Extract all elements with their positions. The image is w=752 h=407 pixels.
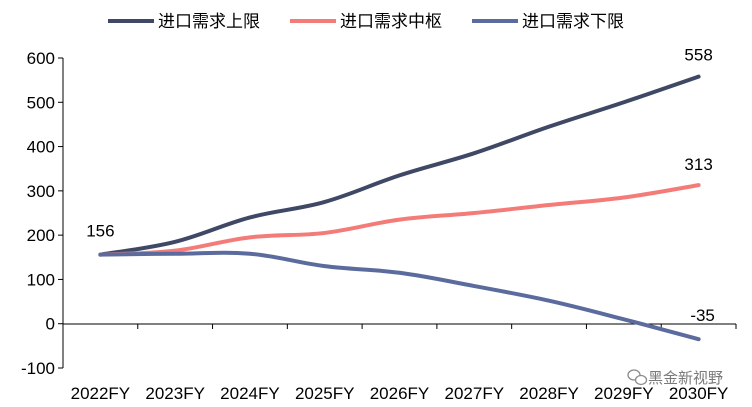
watermark-text: 黑金新视野 [648,369,723,387]
legend-label: 进口需求下限 [522,12,624,32]
y-tick-label: 400 [27,138,55,157]
x-tick-label: 2026FY [370,384,430,403]
y-tick-label: -100 [21,359,55,378]
series-layer [98,74,701,342]
y-tick-label: 100 [27,270,55,289]
x-tick-label: 2028FY [519,384,579,403]
legend-label: 进口需求中枢 [340,12,442,32]
data-label: 313 [684,155,712,174]
legend-item-1: 进口需求上限 [108,12,260,32]
x-tick-label: 2030FY [669,384,729,403]
watermark: 黑金新视野 [627,369,723,387]
data-label: -35 [690,306,715,325]
y-tick-label: 300 [27,182,55,201]
x-tick-label: 2023FY [145,384,205,403]
x-tick-label: 2024FY [220,384,280,403]
x-tick-label: 2029FY [594,384,654,403]
series-line-2 [98,183,701,257]
y-axis: -100 0 100 200 300 400 500 600 [21,49,64,378]
annotation-layer: 156 558 313 -35 [86,46,715,326]
y-tick-label: 200 [27,226,55,245]
data-label: 558 [684,46,712,65]
x-axis: 2022FY 2023FY 2024FY 2025FY 2026FY 2027FY 2028… [62,323,737,403]
data-label: 156 [86,222,114,241]
y-tick-label: 0 [46,315,55,334]
legend-label: 进口需求上限 [158,12,260,32]
y-tick-label: 600 [27,49,55,68]
legend: 进口需求上限 进口需求中枢 进口需求下限 [108,12,624,32]
x-tick-label: 2027FY [445,384,505,403]
y-tick-label: 500 [27,93,55,112]
series-line-3 [98,250,701,342]
wechat-icon [627,369,648,386]
legend-item-3: 进口需求下限 [472,12,624,32]
series-line-1 [98,74,701,257]
legend-item-2: 进口需求中枢 [290,12,442,32]
x-tick-label: 2025FY [295,384,355,403]
x-tick-label: 2022FY [71,384,131,403]
